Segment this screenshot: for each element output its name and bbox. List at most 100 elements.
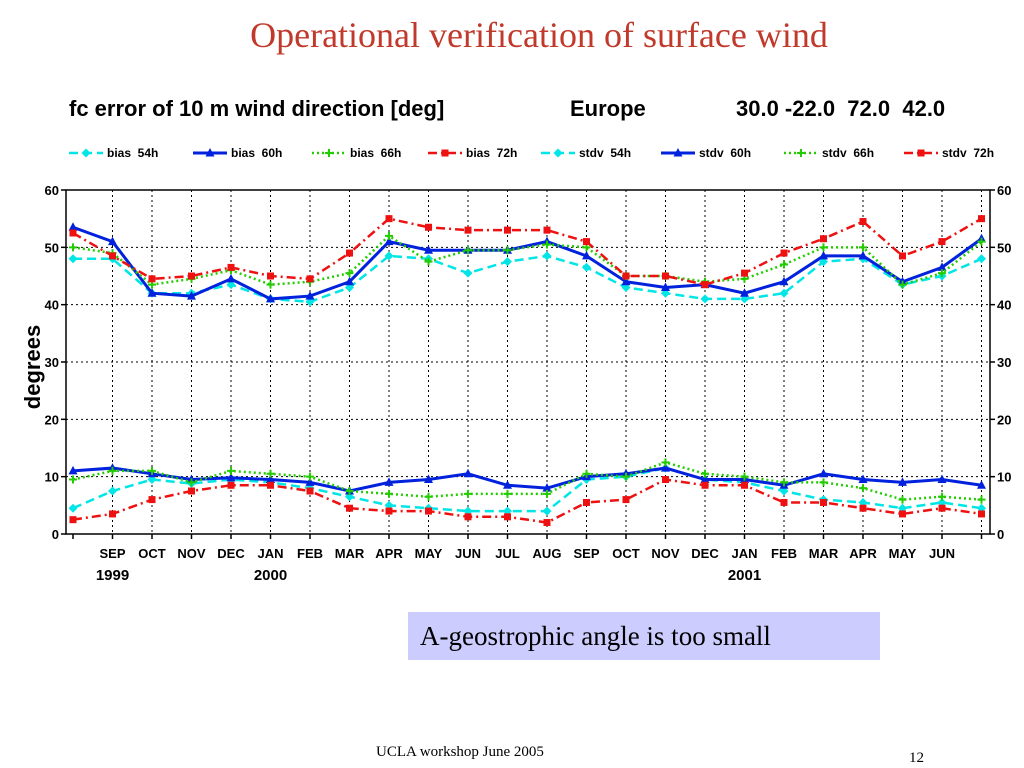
data-point: [69, 229, 77, 237]
data-point: [820, 498, 827, 506]
legend-item: bias 66h: [312, 146, 401, 160]
x-tick-label: SEP: [99, 546, 125, 561]
data-point: [819, 250, 828, 260]
series-line: [72, 478, 982, 524]
y-tick-label-left: 30: [45, 355, 59, 370]
data-point: [188, 272, 195, 280]
series-line: [72, 225, 983, 301]
data-point: [661, 463, 670, 472]
data-point: [661, 458, 670, 467]
legend-marker: [325, 149, 333, 157]
data-point: [938, 238, 946, 246]
x-tick-label: MAY: [889, 546, 917, 561]
data-point: [503, 257, 512, 267]
data-point: [661, 282, 670, 291]
data-point: [662, 272, 669, 280]
legend-item: bias 72h: [428, 146, 517, 160]
data-point: [68, 503, 78, 513]
x-tick-label: SEP: [573, 546, 599, 561]
data-point: [858, 250, 868, 260]
data-point: [504, 513, 511, 521]
data-point: [384, 251, 394, 261]
data-point: [937, 474, 947, 484]
data-point: [464, 226, 472, 234]
y-tick-label-left: 40: [45, 298, 59, 313]
data-point: [464, 489, 472, 498]
data-point: [266, 469, 275, 478]
series-line: [72, 234, 983, 286]
data-point: [701, 469, 709, 478]
legend-marker: [81, 148, 91, 158]
legend-marker: [673, 148, 683, 157]
y-tick-label-right: 50: [997, 240, 1011, 255]
y-axis-left: 0 10 20 30 40 50 60: [45, 183, 66, 542]
y-tick-label-left: 50: [45, 240, 59, 255]
x-axis: SEP OCT NOV DEC JAN FEB MAR APR MAY JUN JUL AUG SEP O…: [72, 534, 983, 584]
data-point: [345, 276, 354, 286]
series-bias-72h: [69, 476, 985, 527]
legend-label: bias 60h: [231, 146, 282, 160]
data-point: [227, 481, 235, 489]
data-point: [899, 510, 906, 518]
chart-grid: [66, 190, 990, 534]
series-stdv-54h: [68, 251, 986, 307]
legend-item: stdv 54h: [541, 146, 631, 160]
legend-label: bias 72h: [466, 146, 517, 160]
x-tick-label: APR: [375, 546, 403, 561]
chart-title: fc error of 10 m wind direction [deg]: [69, 96, 444, 121]
x-tick-label: FEB: [297, 546, 323, 561]
data-point: [700, 294, 710, 304]
annotation-callout: A-geostrophic angle is too small: [408, 612, 880, 660]
data-point: [266, 280, 275, 289]
data-point: [662, 476, 669, 484]
data-point: [504, 226, 511, 234]
data-point: [266, 293, 275, 303]
x-tick-label: JUN: [929, 546, 955, 561]
legend-item: stdv 72h: [904, 146, 994, 160]
data-point: [622, 496, 630, 504]
legend-marker: [553, 148, 563, 158]
data-point: [227, 263, 235, 271]
data-point: [819, 478, 828, 487]
data-point: [266, 474, 275, 484]
data-point: [859, 504, 867, 512]
data-point: [503, 489, 512, 498]
data-point: [780, 260, 788, 269]
data-point: [740, 288, 749, 297]
data-point: [543, 489, 551, 498]
x-tick-label: MAR: [335, 546, 365, 561]
data-point: [464, 513, 472, 521]
data-point: [977, 480, 986, 489]
data-point: [187, 291, 196, 300]
x-tick-label: OCT: [612, 546, 640, 561]
x-tick-label: DEC: [217, 546, 245, 561]
data-point: [977, 237, 986, 246]
data-point: [819, 243, 828, 252]
data-point: [542, 483, 552, 492]
data-point: [780, 498, 788, 506]
x-tick-label: FEB: [771, 546, 797, 561]
data-point: [899, 252, 906, 260]
data-point: [858, 474, 868, 484]
legend-marker: [441, 149, 449, 157]
legend-marker: [917, 149, 925, 157]
data-point: [108, 236, 117, 246]
data-point: [582, 469, 591, 478]
data-point: [424, 245, 433, 254]
data-point: [305, 477, 315, 486]
x-tick-label: JAN: [257, 546, 283, 561]
data-point: [543, 226, 551, 234]
data-point: [859, 243, 867, 252]
data-point: [780, 478, 788, 487]
y-tick-label-right: 40: [997, 298, 1011, 313]
data-point: [148, 466, 156, 475]
data-point: [68, 222, 78, 231]
data-point: [227, 466, 235, 475]
data-point: [859, 218, 867, 226]
data-point: [938, 269, 946, 278]
legend-item: stdv 66h: [784, 146, 874, 160]
legend-item: bias 60h: [193, 146, 282, 160]
x-tick-label: NOV: [651, 546, 680, 561]
data-point: [188, 487, 195, 495]
legend-marker: [797, 149, 805, 157]
